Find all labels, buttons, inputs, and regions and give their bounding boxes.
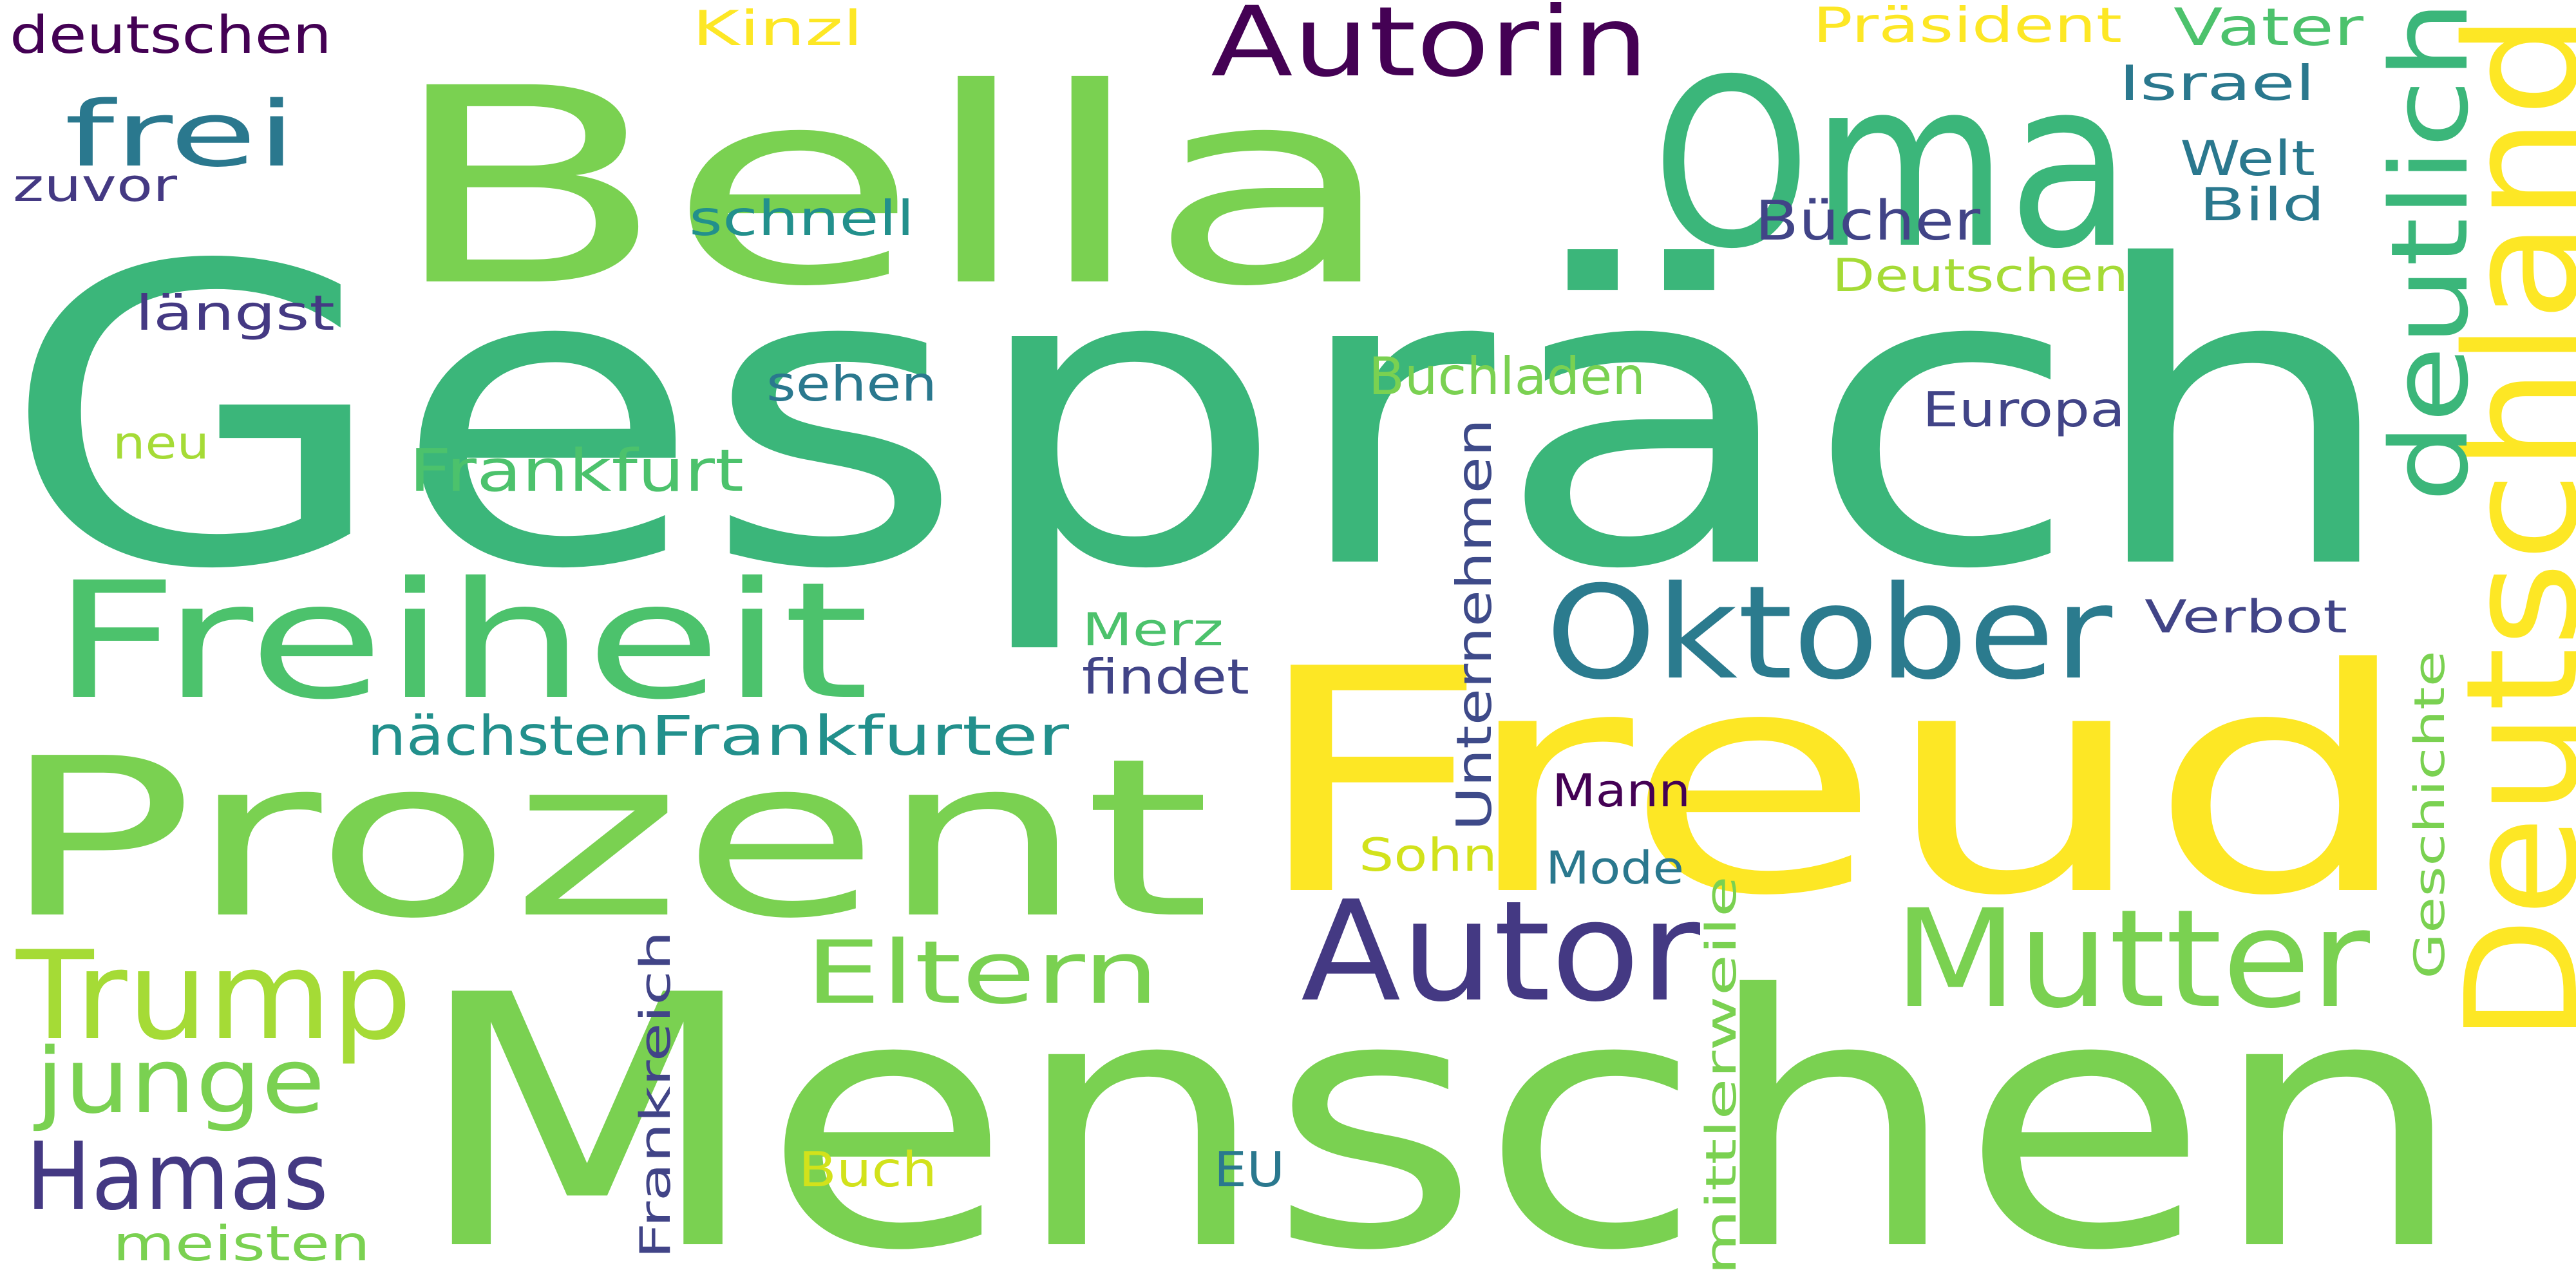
word-europa: Europa bbox=[1922, 381, 2125, 438]
word-oma: Oma bbox=[1652, 30, 2132, 299]
word-prozent: Prozent bbox=[0, 712, 1211, 967]
word-mode: Mode bbox=[1546, 842, 1684, 895]
word-deutschland: Deutschland bbox=[2432, 13, 2576, 1043]
word-kinzl: Kinzl bbox=[692, 0, 863, 57]
word-meisten: meisten bbox=[113, 1215, 370, 1272]
word-bild: Bild bbox=[2199, 178, 2325, 231]
word-bella: Bella bbox=[386, 31, 1397, 346]
word-praesident: Präsident bbox=[1813, 0, 2122, 53]
word-eltern: Eltern bbox=[805, 922, 1159, 1023]
word-frei: frei bbox=[64, 82, 296, 187]
word-buecher: Bücher bbox=[1755, 189, 1980, 253]
word-oktober: Oktober bbox=[1546, 558, 2113, 708]
word-autor: Autor bbox=[1301, 871, 1701, 1032]
word-sohn: Sohn bbox=[1359, 829, 1497, 882]
word-frankfurt: Frankfurt bbox=[409, 437, 744, 505]
word-geschichte: Geschichte bbox=[2406, 650, 2454, 979]
word-buchladen: Buchladen bbox=[1368, 346, 1645, 406]
word-mann: Mann bbox=[1552, 764, 1690, 817]
word-autorin: Autorin bbox=[1211, 0, 1649, 99]
word-freud: Freud bbox=[1249, 603, 2415, 963]
word-mittlerweile: mittlerweile bbox=[1698, 876, 1746, 1275]
word-unternehmen: Unternehmen bbox=[1446, 419, 1502, 831]
word-deutschen-2: Deutschen bbox=[1832, 249, 2128, 302]
word-israel: Israel bbox=[2119, 55, 2315, 111]
word-mutter: Mutter bbox=[1893, 880, 2371, 1038]
word-merz: Merz bbox=[1082, 603, 1224, 656]
word-findet: findet bbox=[1082, 649, 1249, 705]
word-deutschen-1: deutschen bbox=[10, 5, 332, 65]
word-naechsten: nächsten bbox=[367, 705, 650, 768]
word-junge: junge bbox=[33, 1029, 325, 1134]
word-menschen: Menschen bbox=[412, 922, 2467, 1288]
word-schnell: schnell bbox=[689, 190, 914, 247]
word-trump: Trump bbox=[15, 925, 412, 1067]
word-hamas: Hamas bbox=[26, 1122, 328, 1231]
word-sehen: sehen bbox=[766, 355, 937, 412]
word-neu: neu bbox=[113, 417, 209, 469]
word-verbot: Verbot bbox=[2145, 591, 2347, 643]
word-zuvor: zuvor bbox=[13, 159, 177, 212]
word-buch: Buch bbox=[799, 1141, 937, 1198]
word-laengst: längst bbox=[135, 285, 335, 341]
word-frankreich: Frankreich bbox=[632, 931, 680, 1259]
word-eu: EU bbox=[1214, 1141, 1285, 1198]
word-gespraech: Gespräch bbox=[0, 179, 2402, 659]
word-vater: Vater bbox=[2174, 0, 2363, 57]
word-frankfurter: Frankfurter bbox=[650, 705, 1069, 768]
word-freiheit: Freiheit bbox=[52, 547, 869, 735]
word-welt: Welt bbox=[2180, 130, 2315, 187]
word-deutlich: deutlich bbox=[2368, 0, 2492, 502]
